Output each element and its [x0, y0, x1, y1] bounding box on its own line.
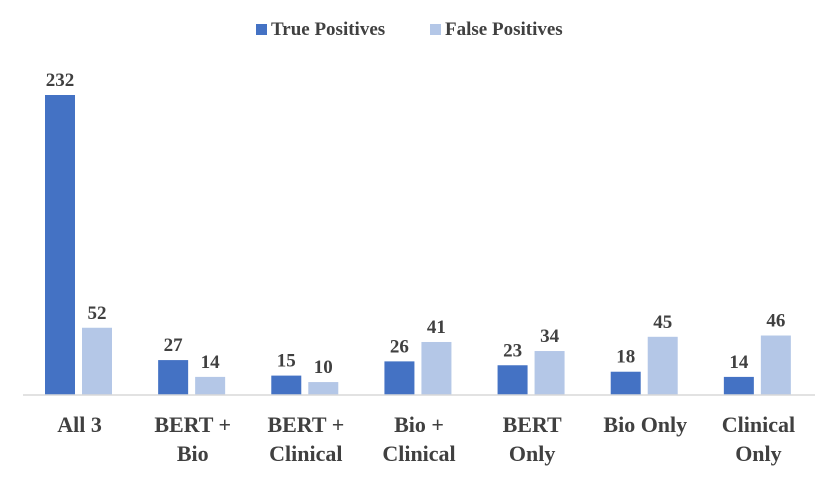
bar-false-positives-2: [308, 382, 339, 395]
bar-false-positives-6: [760, 335, 791, 395]
bar-true-positives-3: [384, 361, 415, 395]
category-label-3-0: Bio +: [394, 412, 444, 437]
legend-swatch-0: [256, 24, 267, 35]
bar-true-positives-0: [45, 95, 75, 395]
bar-true-positives-6: [723, 376, 754, 395]
bar-true-positives-5: [610, 371, 641, 395]
value-label-0-5: 18: [616, 347, 635, 368]
legend-label-0: True Positives: [271, 19, 385, 40]
value-labels: 232 52 27 14 15 10 26 41 23 34 18 45 14 46: [46, 70, 786, 378]
value-label-1-2: 10: [314, 357, 333, 378]
category-label-6-1: Only: [735, 441, 781, 466]
value-label-0-2: 15: [277, 351, 296, 372]
bar-false-positives-1: [195, 376, 226, 395]
bar-true-positives-1: [158, 360, 189, 395]
bar-true-positives-2: [271, 375, 302, 395]
category-label-3-1: Clinical: [382, 441, 455, 466]
value-label-0-4: 23: [503, 340, 522, 361]
category-label-4-0: BERT: [503, 412, 562, 437]
value-label-0-3: 26: [390, 336, 409, 357]
value-label-1-0: 52: [88, 303, 107, 324]
category-label-1-1: Bio: [177, 441, 209, 466]
category-label-0-0: All 3: [57, 412, 102, 437]
bar-false-positives-3: [421, 341, 452, 395]
bar-false-positives-0: [82, 327, 112, 395]
value-label-0-1: 27: [164, 335, 184, 356]
category-label-2-1: Clinical: [269, 441, 342, 466]
value-label-1-6: 46: [766, 311, 785, 332]
value-label-1-4: 34: [540, 326, 560, 347]
category-label-4-1: Only: [509, 441, 555, 466]
bar-false-positives-5: [647, 336, 678, 395]
value-label-1-3: 41: [427, 317, 446, 338]
bars: [45, 95, 791, 395]
legend: True Positives False Positives: [256, 19, 563, 40]
category-label-2-0: BERT +: [267, 412, 344, 437]
value-label-1-1: 14: [201, 352, 221, 373]
value-label-0-0: 232: [46, 70, 75, 91]
category-label-1-0: BERT +: [154, 412, 231, 437]
category-labels: All 3 BERT + Bio BERT + Clinical Bio + Clinica…: [57, 412, 795, 466]
category-label-5-0: Bio Only: [603, 412, 687, 437]
bar-false-positives-4: [534, 351, 565, 395]
bar-true-positives-4: [497, 365, 528, 395]
legend-swatch-1: [430, 24, 441, 35]
legend-label-1: False Positives: [445, 19, 563, 40]
value-label-0-6: 14: [729, 352, 749, 373]
category-label-6-0: Clinical: [722, 412, 795, 437]
value-label-1-5: 45: [653, 312, 672, 333]
